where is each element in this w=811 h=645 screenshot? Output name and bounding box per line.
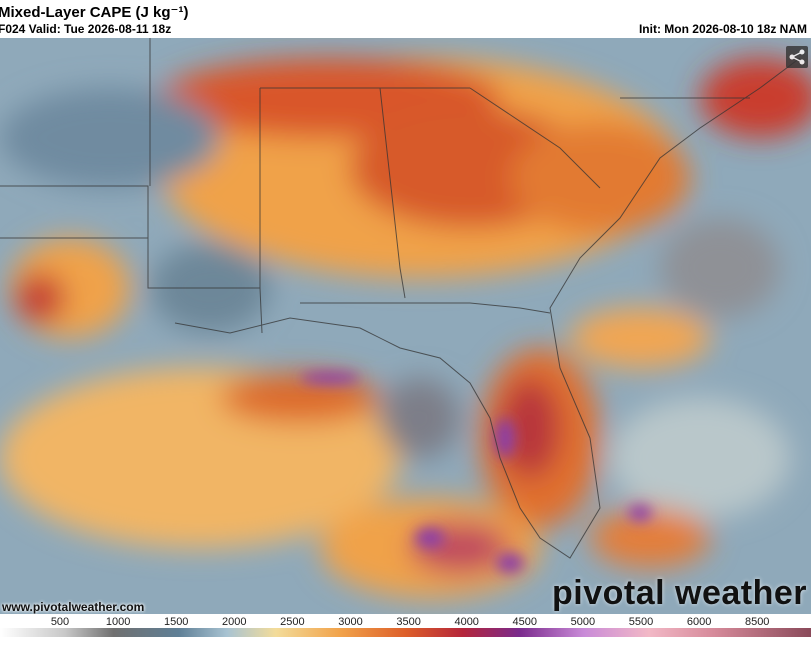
valid-time: F024 Valid: Tue 2026-08-11 18z: [0, 22, 172, 36]
colorbar-label: 6000: [687, 616, 711, 628]
colorbar-label: 1500: [164, 616, 188, 628]
colorbar-label: 500: [51, 616, 69, 628]
colorbar-label: 5000: [571, 616, 595, 628]
website[interactable]: www.pivotalweather.com: [2, 600, 145, 614]
colorbar-label: 5500: [629, 616, 653, 628]
colorbar-label: 3000: [338, 616, 362, 628]
colorbar-label: 1000: [106, 616, 130, 628]
logo: pivotal weather: [551, 574, 807, 612]
colorbar-label: 2000: [222, 616, 246, 628]
colorbar-label: 3500: [396, 616, 420, 628]
map-title: Mixed-Layer CAPE (J kg⁻¹): [0, 4, 189, 21]
share-icon[interactable]: [786, 46, 808, 68]
colorbar-label: 2500: [280, 616, 304, 628]
colorbar-label: 4500: [513, 616, 537, 628]
init-time: Init: Mon 2026-08-10 18z NAM: [638, 22, 807, 36]
colorbar-scale: [0, 628, 811, 637]
map: [0, 38, 811, 614]
colorbar: 500 1000 1500 2000 2500 3000 3500 4000 4500 5000 5…: [0, 616, 811, 637]
colorbar-label: 4000: [454, 616, 478, 628]
colorbar-label: 8500: [745, 616, 769, 628]
